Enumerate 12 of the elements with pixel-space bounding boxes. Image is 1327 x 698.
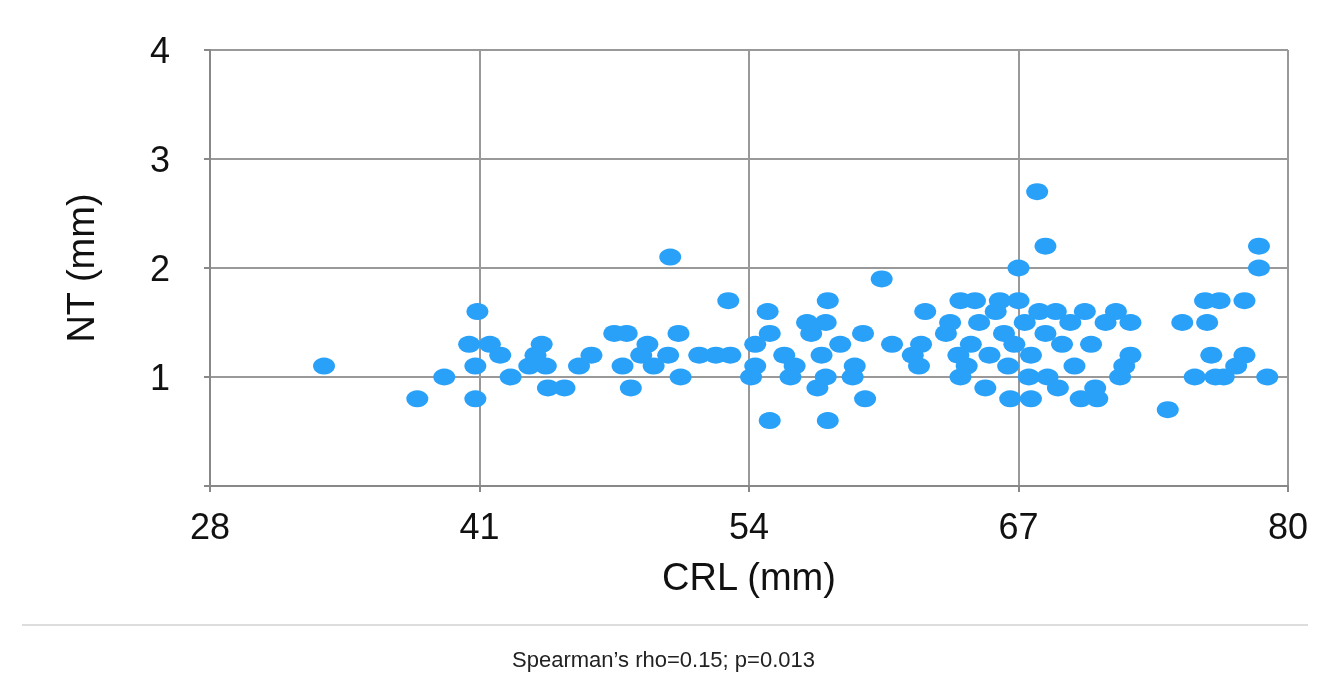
y-tick-label: 3 [149,138,170,180]
y-axis-title: NT (mm) [60,193,102,343]
text: Spearman’s rho=0.15; p=0.013 [512,646,815,672]
x-tick-label: 41 [459,505,500,547]
y-tick-label: 2 [149,247,170,289]
x-tick-label: 80 [1267,505,1309,547]
x-tick-label: 67 [998,505,1039,547]
y-tick-label: 1 [149,356,170,398]
y-tick-label: 4 [149,29,170,71]
x-axis-title: CRL (mm) [662,556,836,598]
x-tick-label: 54 [728,505,770,547]
x-tick-label: 28 [189,505,231,547]
